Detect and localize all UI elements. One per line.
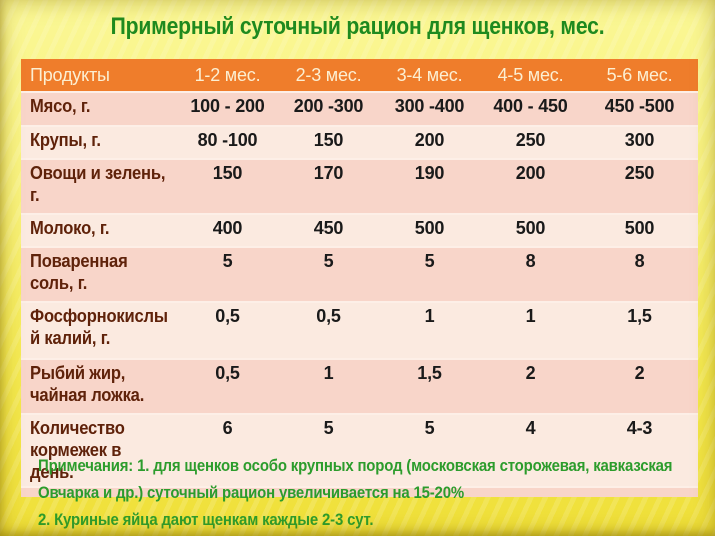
row-label: Крупы, г. <box>21 126 177 159</box>
row-label-text: Поваренная соль, г. <box>30 251 128 293</box>
cell-value: 150 <box>313 130 344 150</box>
cell-value: 2 <box>634 363 645 383</box>
cell-value: 500 <box>515 218 546 238</box>
column-header-2-3-months: 2-3 мес. <box>295 64 362 85</box>
column-header-3-4-months: 3-4 мес. <box>396 64 463 85</box>
note-2: 2. Куриные яйца дают щенкам каждые 2-3 с… <box>38 510 374 529</box>
cell-value: 150 <box>212 163 243 183</box>
cell-value: 250 <box>624 163 655 183</box>
table-row: Овощи и зелень, г. 150 170 190 200 250 <box>21 159 698 214</box>
cell-value: 200 <box>414 130 445 150</box>
cell-value: 0,5 <box>215 306 240 326</box>
cell-value: 6 <box>222 418 233 438</box>
cell-value: 0,5 <box>316 306 341 326</box>
table-row: Поваренная соль, г. 5 5 5 8 8 <box>21 247 698 302</box>
column-header-products: Продукты <box>30 64 110 85</box>
row-label: Мясо, г. <box>21 92 177 126</box>
cell-value: 1 <box>323 363 334 383</box>
cell-value: 190 <box>414 163 445 183</box>
cell-value: 1 <box>525 306 536 326</box>
row-label-text: Рыбий жир, чайная ложка. <box>30 363 145 405</box>
row-label-text: Молоко, г. <box>30 218 110 238</box>
table-row: Фосфорнокислый калий, г. 0,5 0,5 1 1 1,5 <box>21 302 698 359</box>
cell-value: 5 <box>323 251 334 271</box>
cell-value: 450 -500 <box>604 96 675 116</box>
row-label: Молоко, г. <box>21 214 177 247</box>
cell-value: 5 <box>424 251 435 271</box>
row-label: Рыбий жир, чайная ложка. <box>21 359 177 414</box>
cell-value: 2 <box>525 363 536 383</box>
table-footer-strip <box>21 485 698 497</box>
cell-value: 0,5 <box>215 363 240 383</box>
cell-value: 250 <box>515 130 546 150</box>
table-header-row: Продукты 1-2 мес. 2-3 мес. 3-4 мес. 4-5 … <box>21 59 698 92</box>
cell-value: 300 <box>624 130 655 150</box>
row-label: Поваренная соль, г. <box>21 247 177 302</box>
cell-value: 1,5 <box>627 306 652 326</box>
row-label-text: Мясо, г. <box>30 96 91 116</box>
row-label-text: Крупы, г. <box>30 130 101 150</box>
row-label: Фосфорнокислый калий, г. <box>21 302 177 359</box>
cell-value: 400 - 450 <box>493 96 568 116</box>
cell-value: 4 <box>525 418 536 438</box>
cell-value: 200 -300 <box>293 96 364 116</box>
page-title: Примерный суточный рацион для щенков, ме… <box>110 13 605 40</box>
cell-value: 5 <box>424 418 435 438</box>
cell-value: 100 - 200 <box>190 96 265 116</box>
column-header-4-5-months: 4-5 мес. <box>497 64 564 85</box>
notes-block: Примечания: 1. для щенков особо крупных … <box>38 452 694 533</box>
column-header-5-6-months: 5-6 мес. <box>606 64 673 85</box>
cell-value: 8 <box>634 251 645 271</box>
cell-value: 5 <box>323 418 334 438</box>
cell-value: 80 -100 <box>197 130 258 150</box>
cell-value: 500 <box>624 218 655 238</box>
row-label-text: Количество кормежек в день. <box>30 418 125 482</box>
note-1: Примечания: 1. для щенков особо крупных … <box>38 456 673 502</box>
table-row: Молоко, г. 400 450 500 500 500 <box>21 214 698 247</box>
row-label-text: Овощи и зелень, г. <box>30 163 166 205</box>
cell-value: 170 <box>313 163 344 183</box>
cell-value: 8 <box>525 251 536 271</box>
row-label-text: Фосфорнокислый калий, г. <box>30 306 168 348</box>
row-label: Количество кормежек в день. <box>21 414 177 486</box>
cell-value: 1,5 <box>417 363 442 383</box>
table-row: Мясо, г. 100 - 200 200 -300 300 -400 400… <box>21 92 698 126</box>
cell-value: 200 <box>515 163 546 183</box>
cell-value: 1 <box>424 306 435 326</box>
cell-value: 4-3 <box>626 418 653 438</box>
column-header-1-2-months: 1-2 мес. <box>194 64 261 85</box>
table-row: Рыбий жир, чайная ложка. 0,5 1 1,5 2 2 <box>21 359 698 414</box>
cell-value: 5 <box>222 251 233 271</box>
table-row: Количество кормежек в день. 6 5 5 4 4-3 <box>21 414 698 486</box>
ration-table-grid: Продукты 1-2 мес. 2-3 мес. 3-4 мес. 4-5 … <box>21 59 698 486</box>
cell-value: 450 <box>313 218 344 238</box>
cell-value: 500 <box>414 218 445 238</box>
table-row: Крупы, г. 80 -100 150 200 250 300 <box>21 126 698 159</box>
ration-table: Продукты 1-2 мес. 2-3 мес. 3-4 мес. 4-5 … <box>21 59 698 497</box>
cell-value: 400 <box>212 218 243 238</box>
cell-value: 300 -400 <box>394 96 465 116</box>
row-label: Овощи и зелень, г. <box>21 159 177 214</box>
